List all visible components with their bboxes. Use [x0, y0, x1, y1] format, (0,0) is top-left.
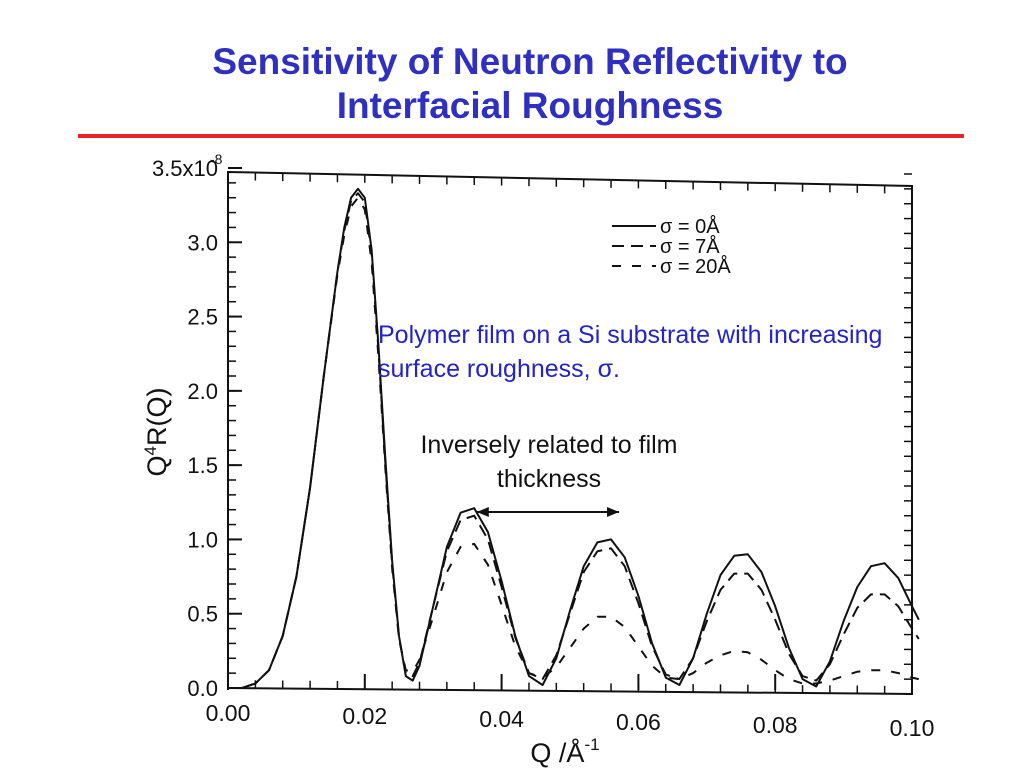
y-tick-exponent: -8 — [210, 151, 223, 167]
y-tick-label: 3.5x10 — [152, 156, 218, 181]
y-tick-label: 1.5 — [187, 453, 218, 478]
legend: σ = 0Åσ = 7Åσ = 20Å — [612, 215, 731, 278]
y-tick-label: 0.0 — [187, 676, 218, 701]
y-tick-label: 1.0 — [187, 527, 218, 552]
x-tick-label: 0.04 — [479, 706, 524, 732]
substrate-note-text: Polymer film on a Si substrate with incr… — [378, 321, 883, 383]
thickness-arrow-group — [476, 507, 620, 517]
title-divider — [78, 134, 964, 138]
x-tick-label: 0.10 — [890, 715, 935, 741]
y-tick-label: 0.5 — [187, 602, 218, 627]
legend-label-1: σ = 0Å — [660, 215, 720, 238]
x-axis-label: Q /Å-1 — [530, 735, 599, 768]
y-axis-label-exponent: 4 — [141, 446, 160, 455]
series-group — [228, 187, 920, 689]
series-line-3 — [228, 196, 920, 689]
slide-title-line-2: Interfacial Roughness — [336, 85, 724, 126]
y-tick-label: 3.0 — [187, 230, 218, 255]
substrate-note: Polymer film on a Si substrate with incr… — [378, 318, 908, 386]
thickness-note-text: Inversely related to film thickness — [420, 431, 678, 493]
y-tick-label: 2.0 — [187, 379, 218, 404]
x-tick-label: 0.08 — [753, 712, 798, 738]
series-line-2 — [228, 192, 920, 689]
thickness-arrow-left-head — [476, 507, 489, 517]
legend-label-3: σ = 20Å — [660, 255, 731, 278]
legend-label-2: σ = 7Å — [660, 235, 720, 258]
y-axis-label: Q4R(Q) — [141, 388, 172, 477]
x-tick-label: 0.06 — [616, 709, 661, 735]
y-tick-label: 2.5 — [187, 305, 218, 330]
x-tick-label: 0.00 — [206, 700, 251, 726]
x-axis-label-main: Q /Å — [530, 737, 584, 768]
slide-title: Sensitivity of Neutron Reflectivity to I… — [0, 40, 1024, 128]
x-axis-label-exponent: -1 — [584, 735, 599, 754]
thickness-arrow-right-head — [607, 507, 620, 517]
y-axis-label-q: Q — [142, 455, 172, 476]
slide-title-line-1: Sensitivity of Neutron Reflectivity to — [212, 41, 848, 82]
tick-group: 0.00 0.02 0.04 0.06 0.08 0.10 0.0 0.5 1.0 1.5 2.0 2… — [152, 151, 934, 741]
y-axis-label-rest: R(Q) — [142, 388, 172, 446]
thickness-note: Inversely related to film thickness — [390, 428, 708, 496]
axis-label-group: Q4R(Q) Q /Å-1 — [141, 388, 600, 768]
x-tick-label: 0.02 — [342, 703, 387, 729]
